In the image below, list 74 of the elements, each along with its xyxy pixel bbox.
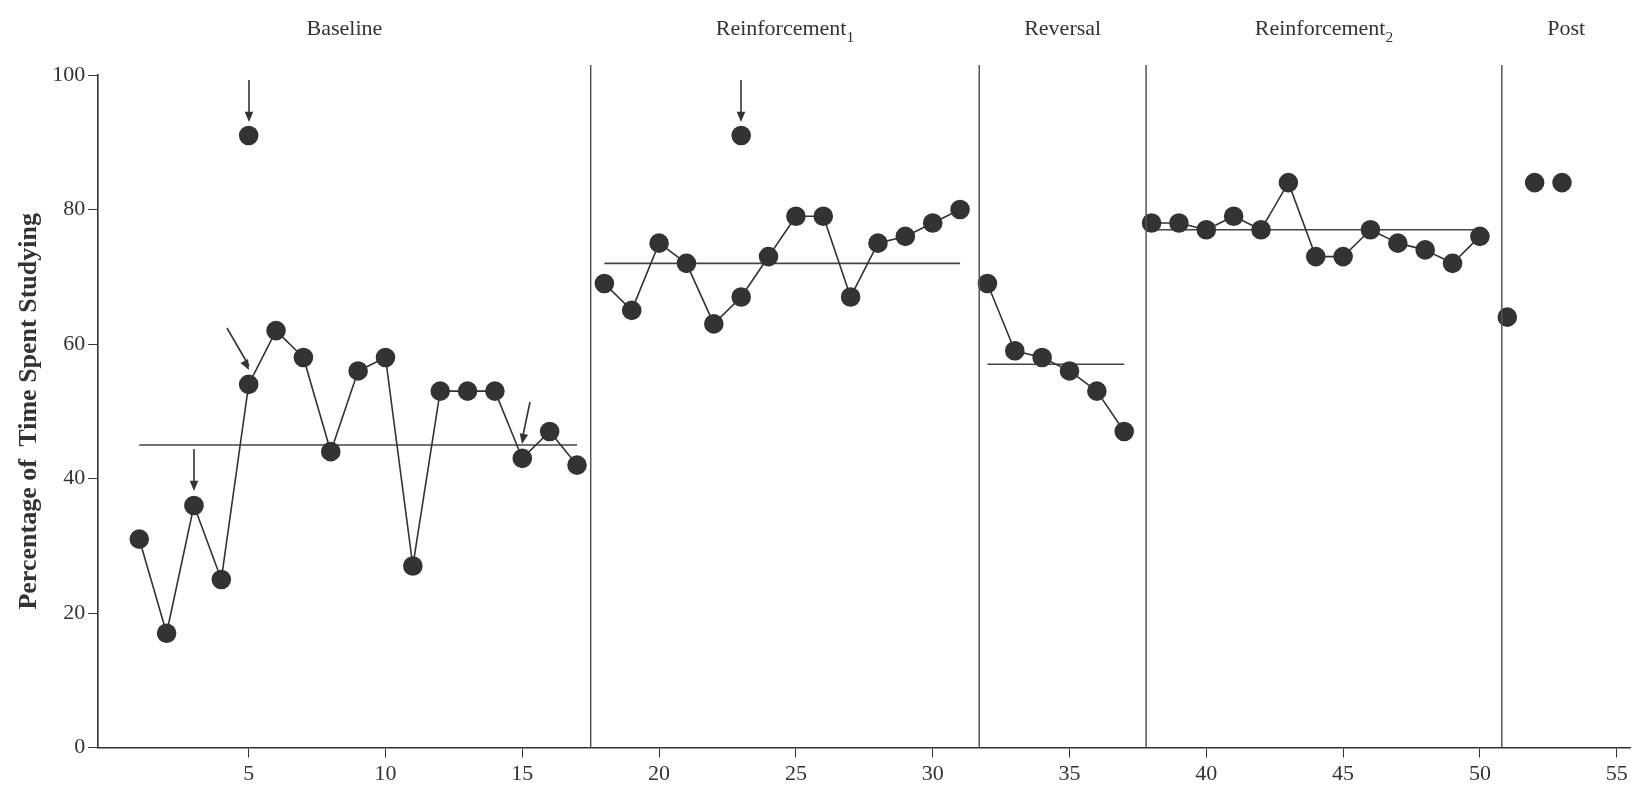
point	[895, 226, 916, 247]
point	[1169, 213, 1189, 233]
point	[922, 213, 943, 233]
point	[430, 381, 451, 401]
point	[704, 314, 724, 334]
x-tick-label: 15	[511, 759, 534, 785]
point	[1196, 219, 1217, 240]
point	[1278, 172, 1299, 193]
text: Post	[1547, 15, 1586, 40]
point	[567, 455, 587, 475]
point	[1524, 172, 1545, 193]
x-tick-label: 30	[921, 759, 944, 785]
text: Baseline	[306, 15, 383, 40]
point	[1004, 340, 1025, 361]
point	[1388, 233, 1408, 253]
y-tick-label: 60	[63, 329, 86, 355]
y-tick-label: 0	[74, 733, 86, 759]
point	[758, 246, 779, 267]
point	[813, 206, 834, 227]
point	[156, 623, 177, 644]
point	[1223, 206, 1244, 227]
point	[129, 529, 150, 549]
x-tick-label: 25	[784, 759, 807, 785]
y-tick-label: 80	[63, 195, 86, 221]
point	[786, 206, 806, 227]
x-tick-label: 5	[243, 759, 255, 785]
point	[403, 556, 423, 576]
point	[676, 253, 697, 274]
point	[238, 125, 259, 146]
point	[840, 287, 861, 307]
y-tick-label: 40	[63, 464, 86, 490]
x-tick-label: 40	[1195, 759, 1218, 785]
y-tick-label: 100	[52, 60, 86, 86]
point	[539, 421, 560, 442]
text: Reversal	[1024, 15, 1102, 40]
point	[1415, 240, 1435, 260]
point	[594, 273, 615, 294]
point	[1032, 347, 1052, 368]
point	[375, 347, 396, 368]
point	[731, 125, 751, 146]
x-tick-label: 20	[648, 759, 671, 785]
point	[485, 381, 505, 401]
point	[184, 495, 204, 516]
point	[1470, 226, 1490, 247]
point	[266, 320, 286, 341]
point	[731, 287, 751, 307]
point	[1552, 172, 1572, 193]
point	[348, 361, 368, 381]
point	[1114, 421, 1135, 442]
x-tick-label: 10	[374, 759, 397, 785]
x-tick-label: 45	[1332, 759, 1355, 785]
x-tick-label: 35	[1058, 759, 1081, 785]
point	[950, 199, 970, 220]
point	[320, 441, 341, 462]
point	[238, 374, 259, 395]
y-tick-label: 20	[63, 598, 86, 624]
point	[457, 381, 478, 401]
x-tick-label: 50	[1468, 759, 1491, 785]
point	[977, 273, 998, 294]
point	[211, 569, 232, 590]
point	[1087, 381, 1107, 401]
point	[1059, 361, 1080, 381]
point	[1442, 253, 1463, 274]
point	[1305, 246, 1326, 267]
point	[649, 233, 669, 253]
point	[1251, 219, 1271, 240]
point	[1333, 246, 1353, 267]
point	[512, 448, 533, 469]
point	[868, 233, 888, 253]
y-axis-title: Percentage of Time Spent Studying	[13, 213, 43, 610]
point	[1360, 219, 1381, 240]
point	[293, 347, 314, 368]
point	[621, 300, 642, 321]
x-tick-label: 55	[1605, 759, 1628, 785]
